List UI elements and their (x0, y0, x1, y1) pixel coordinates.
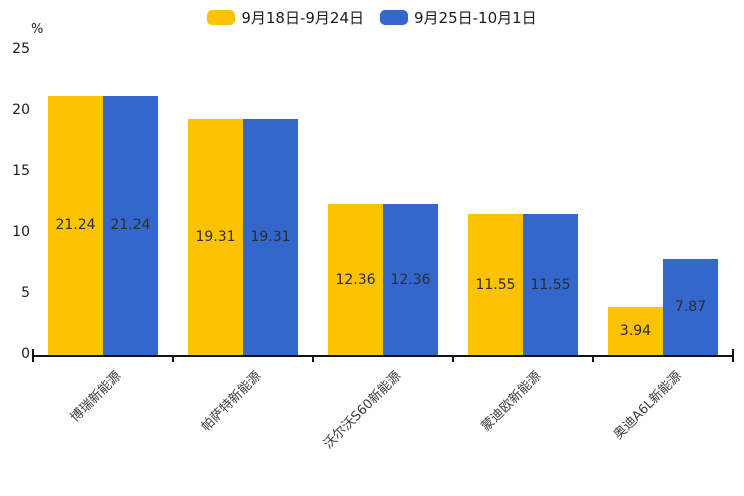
y-tick-label-15: 15 (12, 163, 30, 179)
legend-swatch-week1-icon (207, 10, 236, 25)
y-axis-unit-label: % (31, 22, 44, 37)
x-axis-tick (732, 355, 734, 362)
bar-week2-4[interactable]: 11.55 (523, 214, 578, 355)
x-axis-tick (172, 355, 174, 362)
bar-value-label: 11.55 (530, 276, 571, 293)
x-category-label-1: 博瑞新能源 (67, 368, 125, 426)
legend-label-week2: 9月25日-10月1日 (414, 9, 537, 27)
bar-week1-4[interactable]: 11.55 (468, 214, 523, 355)
y-tick-label-5: 5 (21, 285, 30, 301)
bar-value-label: 19.31 (195, 229, 236, 246)
x-axis-tick (312, 355, 314, 362)
x-category-label-4: 蒙迪欧新能源 (478, 368, 545, 435)
bar-value-label: 12.36 (390, 271, 431, 288)
bar-week2-1[interactable]: 21.24 (103, 95, 158, 355)
x-category-label-3: 沃尔沃S60新能源 (321, 368, 405, 453)
x-category-label-2: 帕萨特新能源 (198, 368, 265, 435)
bar-week1-3[interactable]: 12.36 (328, 204, 383, 355)
bar-value-label: 19.31 (250, 229, 291, 246)
x-axis-line (33, 355, 734, 357)
bar-week1-1[interactable]: 21.24 (48, 95, 103, 355)
bar-value-label: 3.94 (619, 322, 652, 339)
y-tick-label-0: 0 (21, 346, 30, 362)
legend-label-week1: 9月18日-9月24日 (241, 9, 364, 27)
y-tick-label-10: 10 (12, 224, 30, 240)
bar-value-label: 7.87 (674, 298, 707, 315)
y-tick-label-20: 20 (12, 102, 30, 118)
y-tick-label-25: 25 (12, 41, 30, 57)
bar-value-label: 11.55 (475, 276, 516, 293)
bar-value-label: 21.24 (55, 217, 96, 234)
legend-item-week1[interactable]: 9月18日-9月24日 (207, 7, 364, 28)
x-axis-end-cap (32, 349, 34, 355)
x-category-label-5: 奥迪A6L新能源 (610, 368, 685, 443)
bar-week1-5[interactable]: 3.94 (608, 306, 663, 355)
x-axis-tick (452, 355, 454, 362)
legend-swatch-week2-icon (380, 10, 408, 25)
bar-week2-5[interactable]: 7.87 (663, 258, 718, 355)
x-axis-tick (32, 355, 34, 362)
x-axis-tick (592, 355, 594, 362)
bar-value-label: 12.36 (335, 271, 376, 288)
bar-week2-3[interactable]: 12.36 (383, 204, 438, 355)
bar-week2-2[interactable]: 19.31 (243, 119, 298, 355)
legend: 9月18日-9月24日 9月25日-10月1日 (0, 7, 744, 28)
bar-value-label: 21.24 (110, 217, 151, 234)
legend-item-week2[interactable]: 9月25日-10月1日 (380, 7, 537, 28)
x-axis-end-cap (732, 349, 734, 355)
bar-week1-2[interactable]: 19.31 (188, 119, 243, 355)
